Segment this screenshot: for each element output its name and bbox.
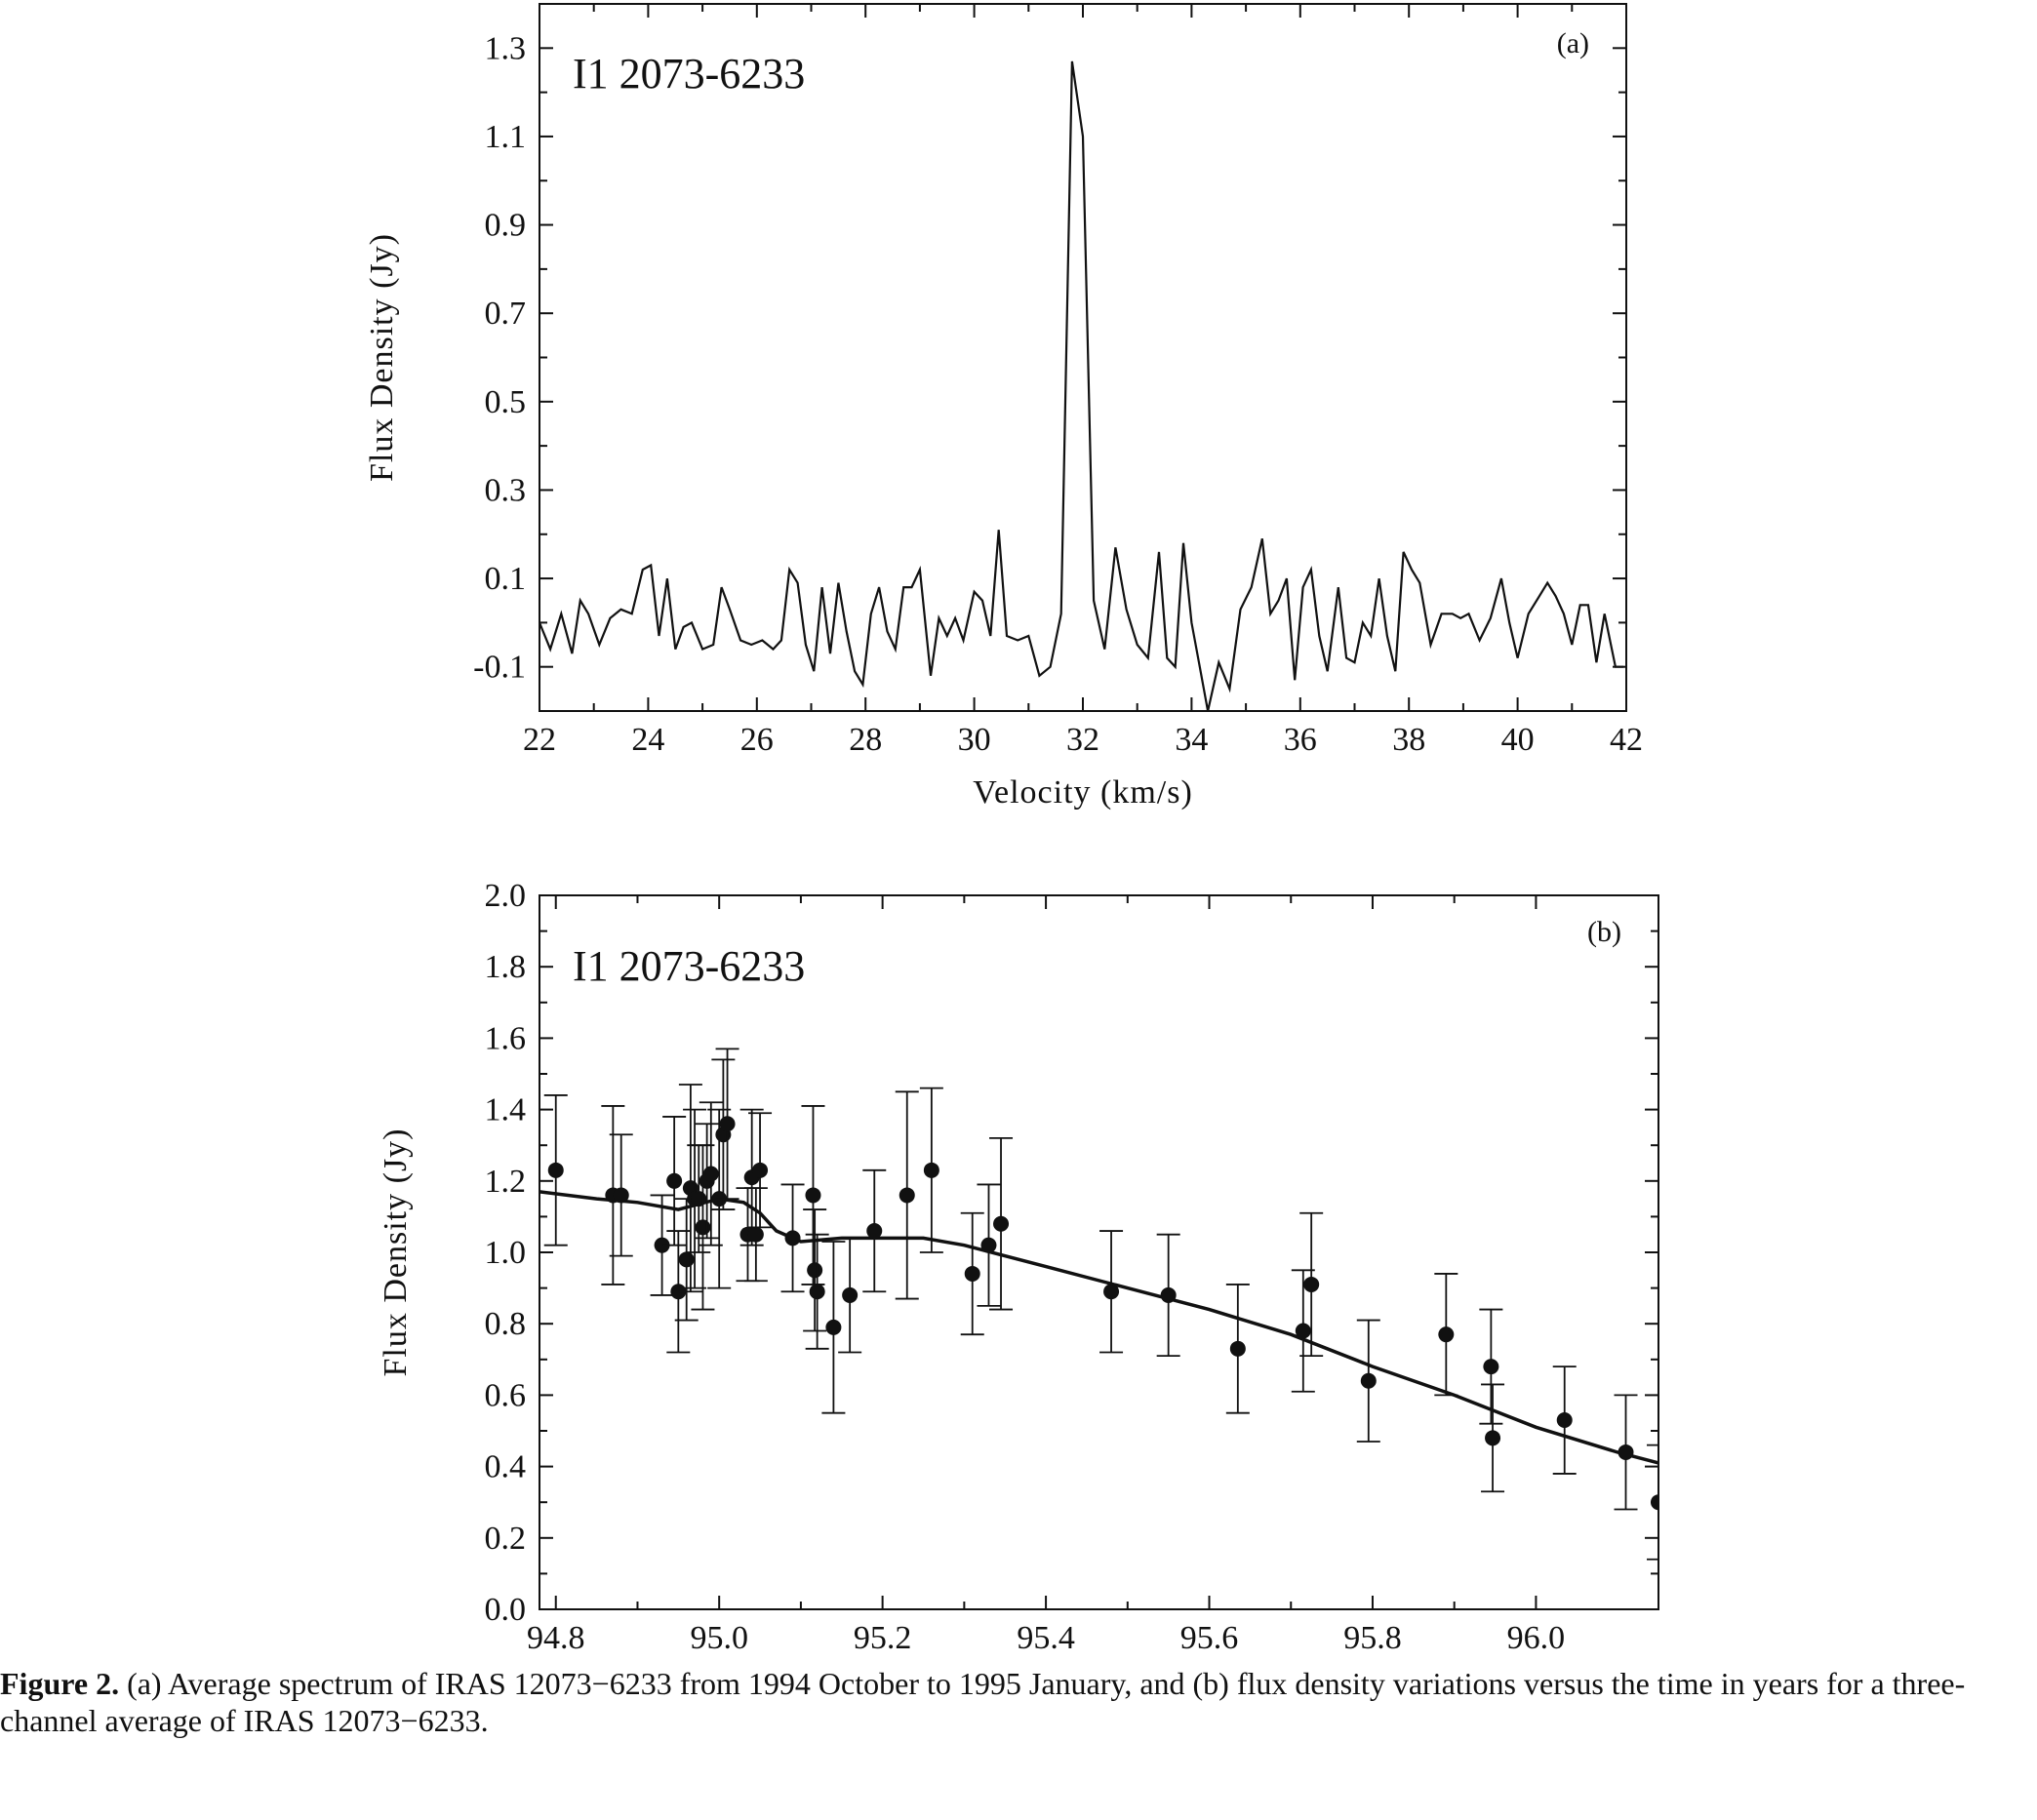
panel-label: (a) [1557, 27, 1589, 59]
data-point [1651, 1494, 1658, 1511]
y-tick-label: 0.9 [485, 208, 527, 244]
data-layer [539, 1048, 1658, 1561]
data-point [1160, 1286, 1177, 1303]
x-tick-label: 95.4 [1017, 1620, 1075, 1656]
data-point [695, 1219, 711, 1236]
x-tick-label: 95.6 [1180, 1620, 1239, 1656]
data-point [842, 1286, 859, 1303]
x-tick-label: 22 [523, 722, 556, 758]
x-tick-label: 38 [1392, 722, 1425, 758]
data-point [784, 1230, 801, 1246]
data-point [691, 1191, 707, 1207]
caption-label: Figure 2. [0, 1666, 120, 1701]
x-tick-label: 95.8 [1343, 1620, 1402, 1656]
data-point [1618, 1444, 1634, 1460]
data-point [923, 1162, 939, 1178]
source-label: I1 2073-6233 [573, 50, 805, 98]
data-point [1295, 1323, 1311, 1339]
y-tick-label: 1.3 [485, 30, 527, 66]
y-tick-label: 1.1 [485, 119, 527, 155]
data-point [678, 1251, 695, 1268]
data-point [666, 1172, 683, 1189]
y-tick-label: 1.2 [485, 1164, 527, 1200]
data-point [1556, 1412, 1573, 1429]
y-axis-title: Flux Density (Jy) [364, 233, 400, 482]
x-tick-label: 42 [1610, 722, 1643, 758]
y-tick-label: 0.8 [485, 1306, 527, 1342]
data-point [993, 1215, 1010, 1232]
figure-caption: Figure 2. (a) Average spectrum of IRAS 1… [0, 1665, 2029, 1739]
y-tick-label: 0.5 [485, 384, 527, 420]
y-tick-label: 0.1 [485, 561, 527, 597]
y-tick-label: 0.4 [485, 1449, 527, 1485]
data-point [702, 1166, 719, 1182]
y-tick-label: 0.3 [485, 472, 527, 508]
data-point [809, 1284, 825, 1300]
x-tick-label: 26 [740, 722, 774, 758]
data-point [899, 1187, 915, 1204]
data-point [613, 1187, 629, 1204]
data-point [825, 1319, 842, 1335]
x-tick-label: 36 [1284, 722, 1317, 758]
x-tick-label: 95.2 [854, 1620, 912, 1656]
panel-a-spectrum: 22 24 26 28 30 32 34 36 38 40 42 -0.1 0.1 0.3 0.5 0.7 0.… [364, 3, 1643, 811]
x-tick-label: 34 [1175, 722, 1208, 758]
data-point [980, 1237, 997, 1253]
data-point [752, 1162, 769, 1178]
data-point [1483, 1359, 1499, 1375]
data-point [807, 1262, 823, 1279]
panel-b-light-curve: 94.8 95.0 95.2 95.4 95.6 95.8 96.0 0.0 0.2 0.4 0.6… [378, 878, 1659, 1656]
y-axis-title: Flux Density (Jy) [378, 1128, 414, 1377]
x-tick-label: 94.8 [527, 1620, 585, 1656]
data-point [1229, 1340, 1246, 1357]
plot-frame [539, 3, 1627, 712]
data-point [1485, 1430, 1501, 1446]
x-tick-label: 40 [1501, 722, 1535, 758]
y-tick-label: 1.0 [485, 1235, 527, 1271]
y-tick-label: 0.7 [485, 296, 527, 332]
panel-label: (b) [1587, 916, 1621, 948]
x-tick-label: 28 [849, 722, 882, 758]
y-tick-label: 1.6 [485, 1020, 527, 1056]
y-tick-label: -0.1 [473, 650, 526, 686]
y-tick-label: 0.0 [485, 1592, 527, 1628]
data-point [866, 1223, 883, 1240]
data-point [719, 1116, 736, 1132]
data-point [1438, 1326, 1455, 1343]
data-point [670, 1284, 687, 1300]
data-point [747, 1226, 764, 1243]
data-point [547, 1162, 564, 1178]
x-tick-label: 24 [631, 722, 664, 758]
x-tick-label: 30 [958, 722, 991, 758]
y-tick-label: 2.0 [485, 878, 527, 914]
data-point [1303, 1276, 1320, 1292]
data-point [805, 1187, 821, 1204]
data-point [654, 1237, 670, 1253]
y-tick-label: 1.8 [485, 949, 527, 985]
x-axis-title: Velocity (km/s) [973, 774, 1193, 811]
figure: 22 24 26 28 30 32 34 36 38 40 42 -0.1 0.1 0.3 0.5 0.7 0.… [364, 3, 1659, 1656]
data-point [1360, 1372, 1377, 1389]
spectrum-line [539, 60, 1624, 711]
y-tick-label: 0.2 [485, 1521, 527, 1557]
x-tick-label: 96.0 [1507, 1620, 1566, 1656]
y-tick-label: 0.6 [485, 1377, 527, 1413]
data-point [1103, 1284, 1120, 1300]
y-tick-label: 1.4 [485, 1092, 527, 1128]
caption-text: (a) Average spectrum of IRAS 12073−6233 … [0, 1666, 1966, 1738]
x-tick-label: 32 [1066, 722, 1099, 758]
data-point [964, 1265, 980, 1282]
x-tick-label: 95.0 [690, 1620, 748, 1656]
source-label: I1 2073-6233 [573, 942, 805, 990]
